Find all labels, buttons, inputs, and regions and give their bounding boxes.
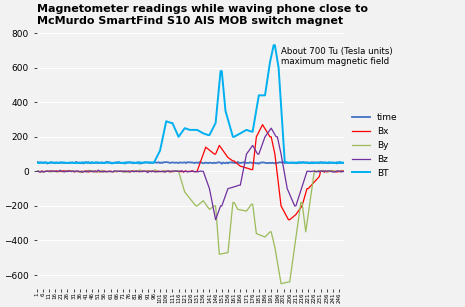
Bz: [268, 126, 274, 130]
Text: About 700 Tu (Tesla units)
maximum magnetic field: About 700 Tu (Tesla units) maximum magne…: [281, 47, 392, 66]
BT: [247, 129, 253, 133]
Bz: [34, 170, 40, 173]
Line: Bx: Bx: [37, 125, 344, 220]
By: [162, 169, 168, 173]
By: [34, 169, 40, 173]
Bz: [332, 170, 337, 174]
Line: time: time: [37, 162, 344, 164]
Bz: [212, 212, 217, 216]
Bx: [332, 169, 337, 173]
BT: [84, 161, 90, 164]
time: [341, 161, 347, 165]
Bx: [34, 170, 40, 173]
Bz: [161, 170, 166, 173]
Bz: [84, 169, 90, 173]
Bx: [157, 170, 163, 173]
BT: [159, 143, 164, 146]
Bz: [341, 170, 347, 173]
Line: Bz: Bz: [37, 128, 344, 220]
BT: [213, 121, 219, 125]
BT: [271, 43, 276, 47]
time: [162, 160, 168, 164]
BT: [162, 125, 168, 129]
By: [341, 169, 347, 173]
By: [213, 204, 219, 208]
Line: BT: BT: [37, 45, 344, 163]
time: [104, 160, 110, 164]
BT: [341, 161, 347, 165]
Bz: [157, 170, 163, 173]
By: [278, 282, 284, 286]
By: [84, 170, 90, 174]
time: [219, 162, 225, 165]
BT: [34, 161, 40, 165]
time: [249, 161, 254, 165]
time: [213, 161, 219, 165]
time: [84, 161, 90, 165]
time: [159, 161, 164, 164]
Line: By: By: [37, 170, 344, 284]
Bx: [212, 152, 217, 156]
time: [332, 161, 337, 164]
Bx: [341, 169, 347, 173]
Legend: time, Bx, By, Bz, BT: time, Bx, By, Bz, BT: [352, 113, 398, 178]
Bx: [246, 167, 252, 171]
By: [159, 170, 164, 173]
By: [153, 168, 158, 172]
By: [332, 169, 337, 173]
Bx: [84, 169, 90, 173]
Bx: [286, 218, 291, 222]
Text: Magnetometer readings while waving phone close to
McMurdo SmartFind S10 AIS MOB : Magnetometer readings while waving phone…: [37, 4, 367, 26]
time: [34, 161, 40, 165]
By: [247, 204, 253, 208]
Bz: [213, 218, 219, 222]
Bx: [260, 123, 266, 126]
BT: [332, 161, 337, 165]
Bx: [161, 170, 166, 173]
Bz: [247, 147, 253, 151]
BT: [109, 161, 115, 165]
